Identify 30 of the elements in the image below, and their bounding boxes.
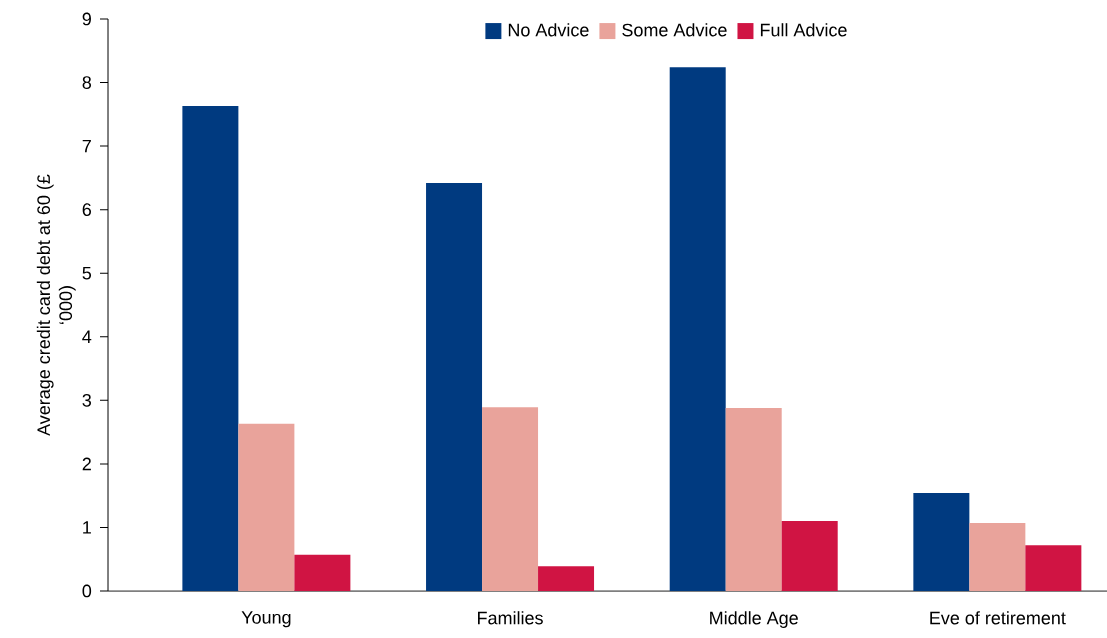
bar xyxy=(482,407,539,591)
y-tick-label: 4 xyxy=(82,330,92,343)
bar xyxy=(725,407,782,591)
y-tick-label: 9 xyxy=(82,12,91,26)
y-axis-title: Average credit card debt at 60 (£ ‘000) xyxy=(36,174,76,436)
x-tick-label: Middle Age xyxy=(710,611,798,628)
y-tick-label: 1 xyxy=(83,521,91,534)
y-tick-label: 2 xyxy=(82,457,91,471)
bar xyxy=(1025,545,1082,591)
x-tick-label: Eve of retirement xyxy=(930,611,1066,625)
x-tick-label: Young xyxy=(241,611,291,628)
bar xyxy=(294,554,351,591)
y-tick-label: 3 xyxy=(82,393,92,407)
bar xyxy=(969,522,1026,591)
y-tick-label: 0 xyxy=(82,584,92,598)
bar xyxy=(538,566,595,591)
bar xyxy=(781,521,838,591)
y-tick-label: 5 xyxy=(82,266,92,280)
bar xyxy=(182,106,239,591)
bar xyxy=(426,182,483,591)
legend-label: Some Advice xyxy=(622,23,727,37)
y-tick-label: 7 xyxy=(82,139,91,153)
legend-label: No Advice xyxy=(508,23,589,37)
y-tick-label: 6 xyxy=(82,203,92,217)
bar xyxy=(669,67,726,591)
legend-label: Full Advice xyxy=(760,23,847,37)
bar xyxy=(238,423,295,591)
y-tick-label: 8 xyxy=(82,76,92,89)
bar xyxy=(913,493,970,591)
x-tick-label: Families xyxy=(478,611,543,625)
